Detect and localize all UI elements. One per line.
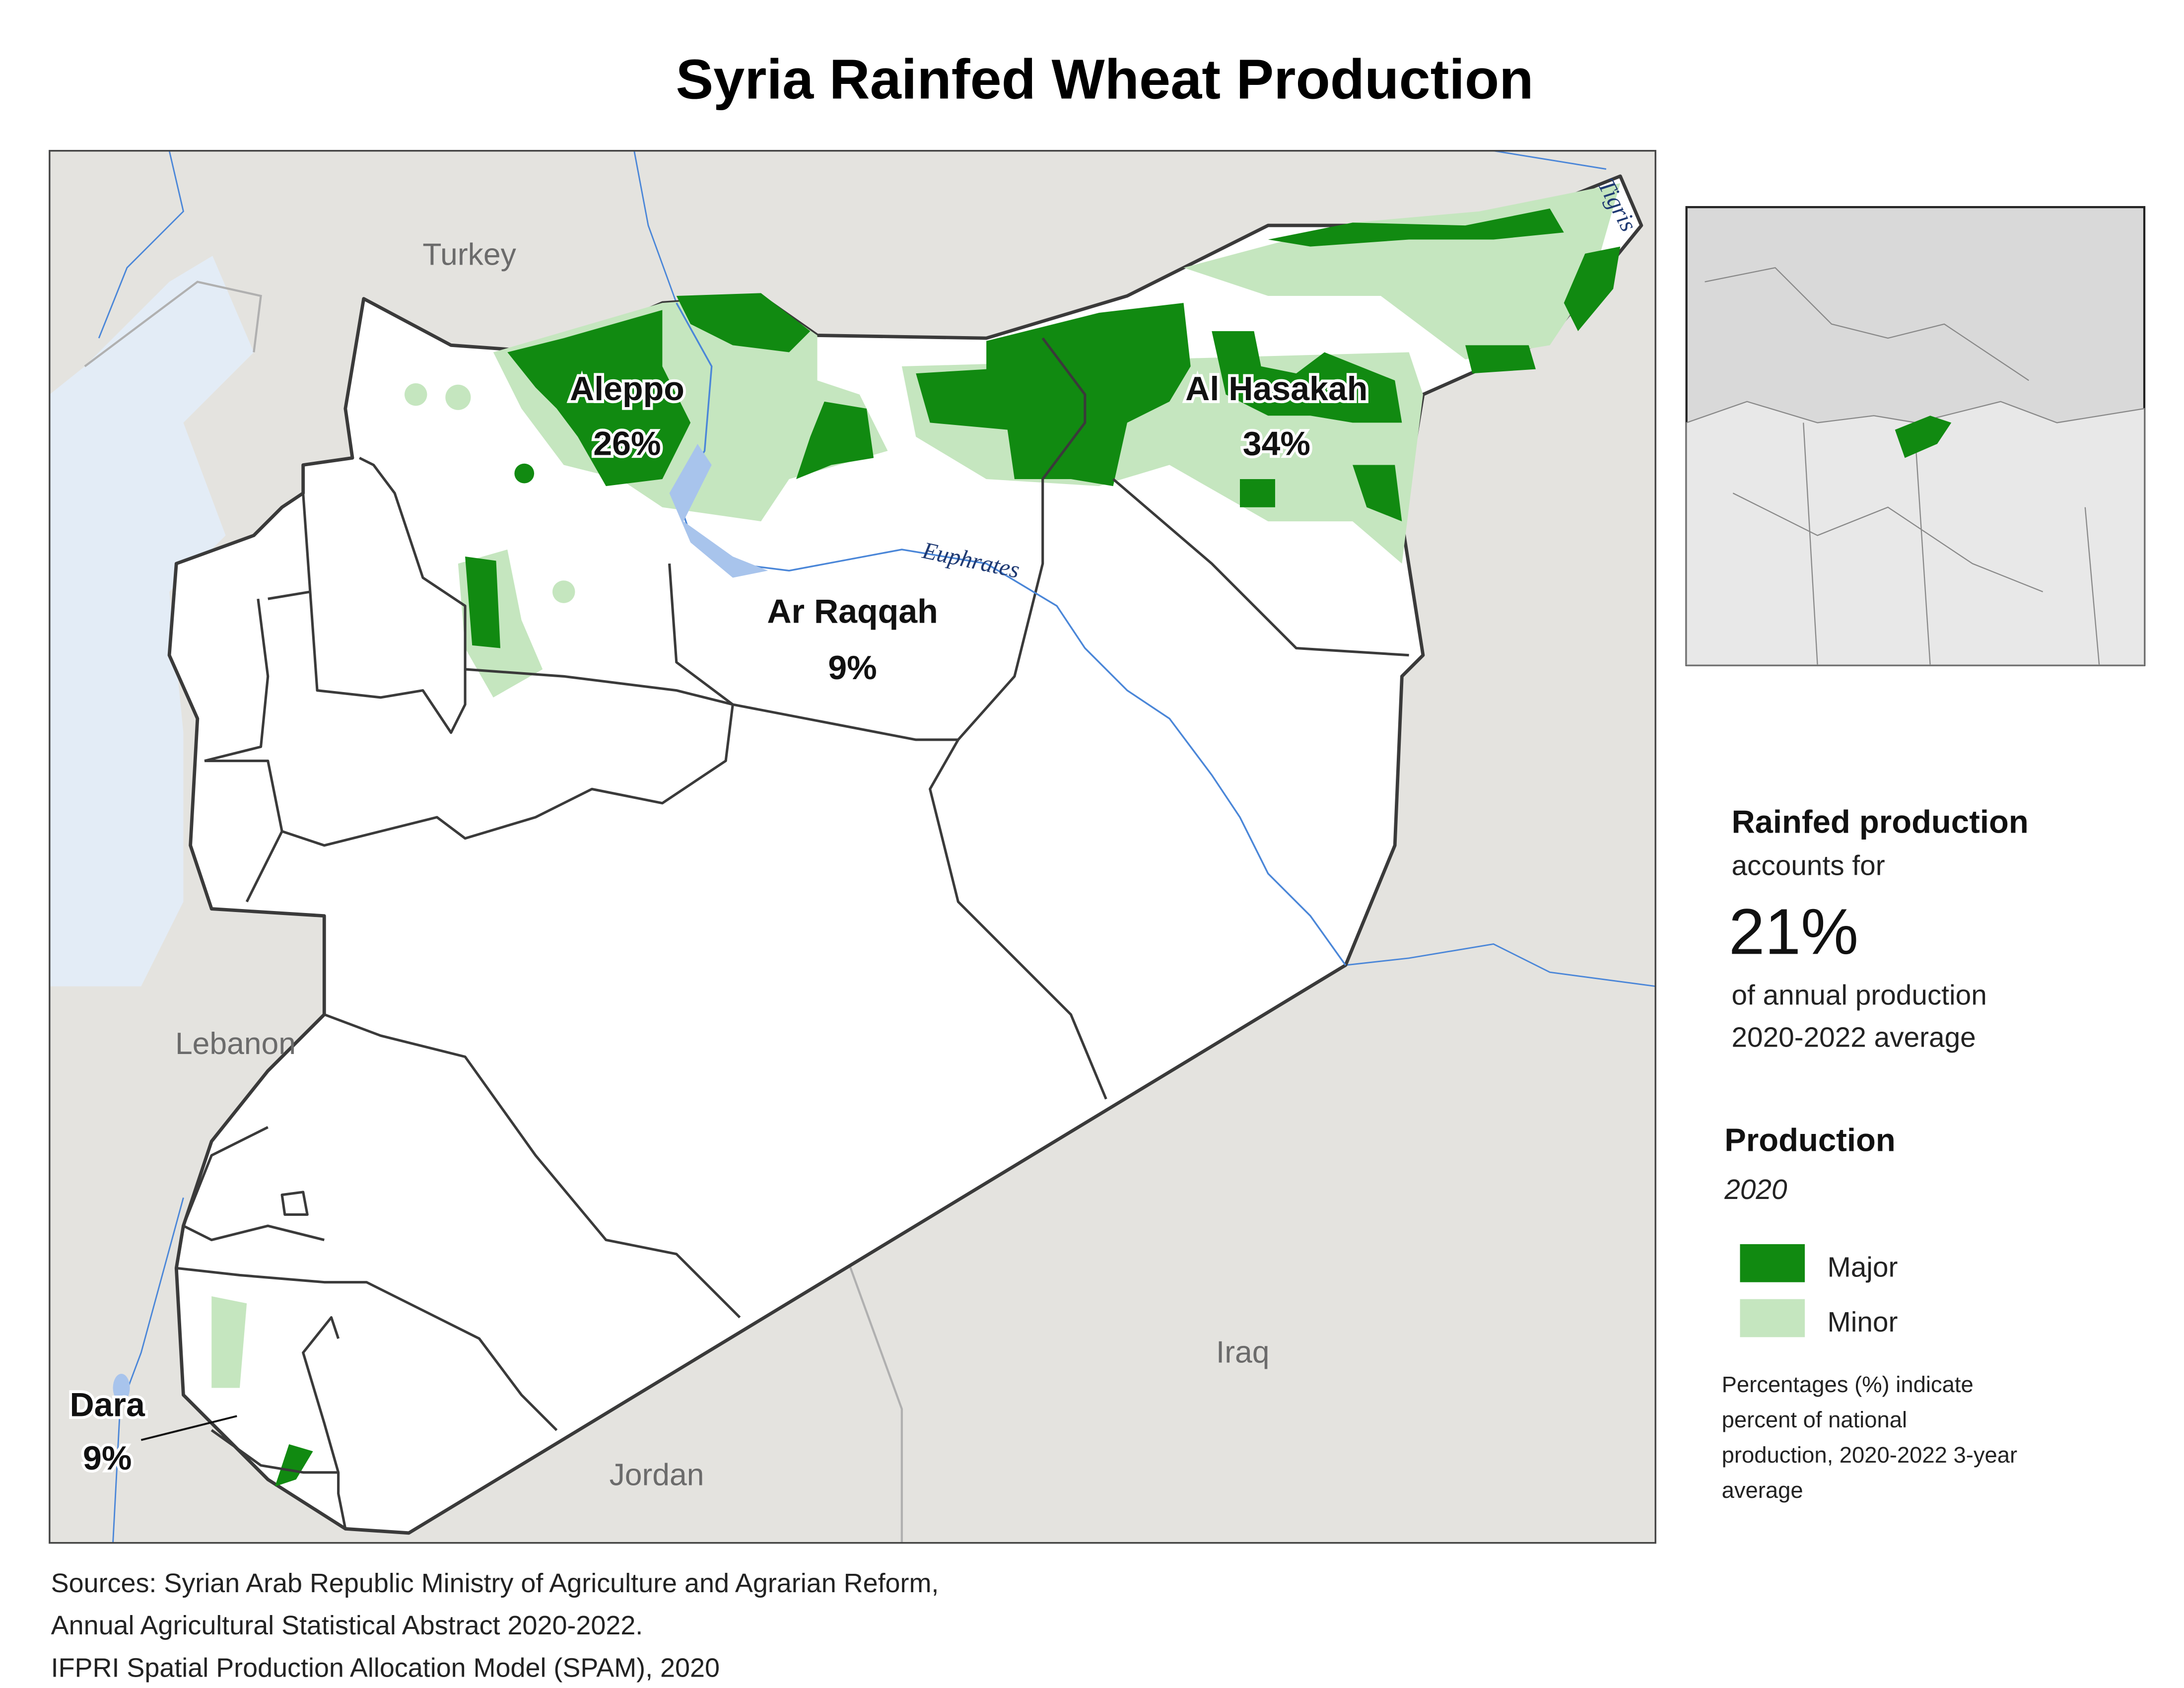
border-line — [929, 478, 1409, 1100]
country-label: Jordan — [610, 1457, 704, 1492]
region-name: Al Hasakah — [1185, 370, 1367, 408]
summary-text: of annual production — [1731, 980, 1986, 1011]
source-line: IFPRI Spatial Production Allocation Mode… — [51, 1653, 720, 1683]
legend-note: average — [1722, 1477, 1803, 1503]
summary-value: 21% — [1729, 895, 1858, 968]
major-area — [1564, 246, 1621, 331]
map-border — [49, 149, 1656, 1544]
inset-land — [1686, 401, 2145, 666]
region-share: 26% — [593, 425, 661, 463]
source-line: Sources: Syrian Arab Republic Ministry o… — [51, 1568, 939, 1598]
region-share: 9% — [828, 649, 877, 687]
legend-label: Minor — [1827, 1307, 1898, 1338]
legend-swatch — [1740, 1299, 1805, 1337]
border-line — [280, 1191, 309, 1216]
major-area — [796, 401, 874, 479]
border-line — [465, 337, 1087, 741]
river — [98, 150, 1607, 339]
river — [1345, 943, 1656, 987]
border-line — [210, 1316, 347, 1529]
coastline — [84, 281, 262, 367]
major-area — [1353, 465, 1402, 522]
inset-borders — [1705, 267, 2100, 665]
major-area — [514, 463, 535, 484]
summary-heading: Rainfed production — [1731, 803, 2028, 840]
coast-land — [49, 150, 261, 395]
legend-subtitle: 2020 — [1724, 1174, 1787, 1205]
summary-text: accounts for — [1731, 850, 1885, 881]
major-area — [507, 310, 691, 487]
border-line — [204, 457, 467, 903]
minor-area — [211, 1296, 247, 1388]
major-area — [916, 303, 1191, 487]
governorate-borders — [176, 337, 1409, 1529]
summary-text: 2020-2022 average — [1731, 1022, 1976, 1054]
lake-assad — [669, 443, 768, 578]
country-label: Iraq — [1216, 1335, 1270, 1369]
major-area — [676, 293, 811, 352]
border-line — [281, 563, 734, 847]
sea — [49, 150, 261, 986]
production-areas — [211, 183, 1621, 1487]
legend-note: percent of national — [1722, 1407, 1907, 1432]
major-area — [1465, 345, 1536, 374]
minor-area — [405, 383, 427, 406]
region-share: 9% — [83, 1439, 132, 1477]
lake — [113, 1374, 130, 1402]
major-area — [1239, 479, 1275, 507]
legend-label: Major — [1827, 1252, 1898, 1283]
legend-note: Percentages (%) indicate — [1722, 1372, 1974, 1397]
region-name: Aleppo — [570, 370, 684, 408]
legend-swatch — [1740, 1244, 1805, 1282]
river — [112, 1197, 184, 1543]
title: Syria Rainfed Wheat Production — [676, 48, 1533, 111]
legend-note: production, 2020-2022 3-year — [1722, 1442, 2018, 1468]
inset-map — [1685, 206, 2146, 666]
border-line — [176, 1013, 741, 1431]
major-area — [465, 557, 501, 648]
region-share: 34% — [1243, 425, 1310, 463]
major-area — [1268, 209, 1564, 247]
inset-syria — [1895, 416, 1952, 458]
minor-area — [445, 384, 471, 410]
region-name: Dara — [69, 1386, 145, 1423]
country-label: Lebanon — [175, 1026, 296, 1061]
region-name: Ar Raqqah — [767, 592, 938, 630]
country-label: Turkey — [422, 237, 516, 272]
legend-title: Production — [1724, 1122, 1895, 1158]
major-area — [274, 1444, 313, 1487]
rivers — [669, 302, 1347, 966]
source-line: Annual Agricultural Statistical Abstract… — [51, 1611, 643, 1640]
minor-area — [552, 580, 575, 603]
leader-line — [140, 1415, 237, 1441]
jordan-iraq-border — [844, 1254, 903, 1543]
major-area — [1212, 331, 1402, 423]
